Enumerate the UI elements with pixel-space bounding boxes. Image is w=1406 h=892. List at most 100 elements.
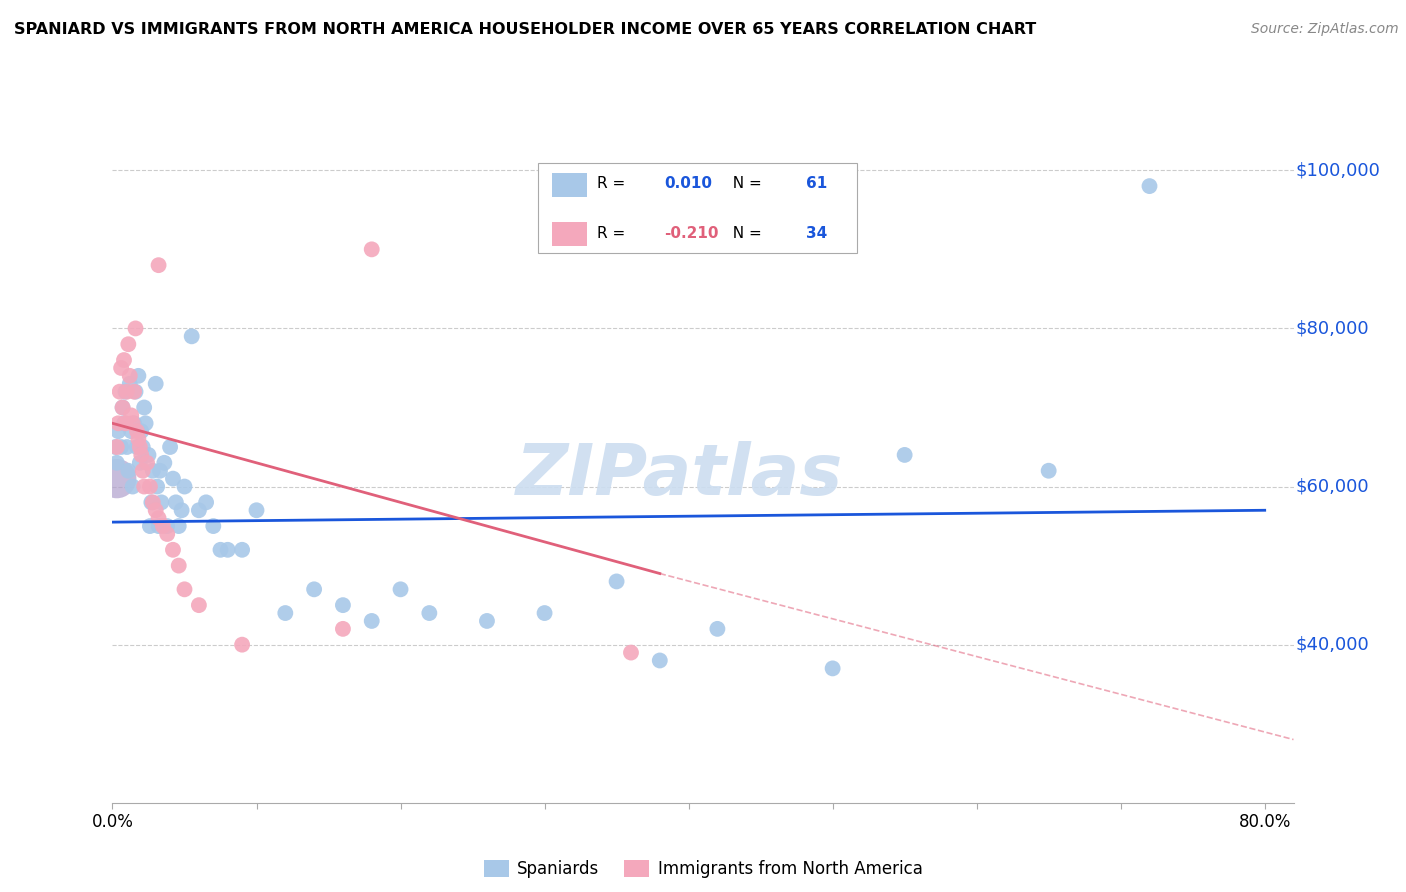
Point bbox=[138, 448, 160, 462]
Point bbox=[170, 503, 193, 517]
Point bbox=[111, 401, 134, 415]
Point bbox=[156, 519, 179, 533]
Point bbox=[274, 606, 297, 620]
Text: N =: N = bbox=[723, 227, 766, 241]
Point bbox=[112, 353, 135, 368]
Point bbox=[114, 384, 136, 399]
Point bbox=[533, 606, 555, 620]
Point bbox=[620, 646, 643, 660]
Point bbox=[127, 368, 149, 383]
Point bbox=[153, 456, 176, 470]
Point bbox=[180, 329, 202, 343]
Point bbox=[187, 598, 209, 612]
Point bbox=[105, 472, 128, 486]
Point bbox=[134, 401, 156, 415]
Point bbox=[606, 574, 628, 589]
Point bbox=[114, 417, 136, 431]
Point bbox=[108, 384, 131, 399]
Text: 34: 34 bbox=[806, 227, 827, 241]
Point bbox=[302, 582, 325, 597]
Point bbox=[187, 503, 209, 517]
Point bbox=[111, 401, 134, 415]
Point bbox=[162, 472, 184, 486]
Text: R =: R = bbox=[596, 227, 630, 241]
Text: Source: ZipAtlas.com: Source: ZipAtlas.com bbox=[1251, 22, 1399, 37]
Point bbox=[1139, 179, 1161, 194]
Point bbox=[648, 653, 671, 667]
Point bbox=[332, 622, 354, 636]
Point bbox=[217, 542, 239, 557]
Point bbox=[159, 440, 181, 454]
Point bbox=[121, 417, 143, 431]
Point bbox=[128, 440, 150, 454]
Point bbox=[120, 424, 142, 438]
Point bbox=[124, 384, 146, 399]
Point bbox=[132, 464, 155, 478]
Point bbox=[118, 376, 141, 391]
Point bbox=[105, 440, 128, 454]
Point bbox=[821, 661, 844, 675]
Point bbox=[107, 417, 129, 431]
Point bbox=[150, 495, 173, 509]
Point bbox=[139, 479, 162, 493]
FancyBboxPatch shape bbox=[551, 173, 588, 197]
Point bbox=[148, 258, 170, 272]
Point bbox=[173, 479, 195, 493]
Point bbox=[115, 440, 138, 454]
Text: 61: 61 bbox=[806, 176, 827, 191]
Point bbox=[202, 519, 225, 533]
Point bbox=[128, 456, 150, 470]
Text: SPANIARD VS IMMIGRANTS FROM NORTH AMERICA HOUSEHOLDER INCOME OVER 65 YEARS CORRE: SPANIARD VS IMMIGRANTS FROM NORTH AMERIC… bbox=[14, 22, 1036, 37]
Point bbox=[122, 384, 145, 399]
Text: $80,000: $80,000 bbox=[1296, 319, 1369, 337]
Point bbox=[231, 542, 253, 557]
Point bbox=[149, 464, 172, 478]
Point bbox=[152, 519, 174, 533]
Point bbox=[195, 495, 218, 509]
Point bbox=[148, 511, 170, 525]
Point bbox=[231, 638, 253, 652]
Text: 0.010: 0.010 bbox=[664, 176, 711, 191]
Point bbox=[209, 542, 232, 557]
Point bbox=[134, 479, 156, 493]
Text: $60,000: $60,000 bbox=[1296, 477, 1369, 496]
Point bbox=[110, 440, 132, 454]
Point bbox=[125, 440, 148, 454]
Point bbox=[173, 582, 195, 597]
Point bbox=[418, 606, 440, 620]
Text: -0.210: -0.210 bbox=[664, 227, 718, 241]
Point bbox=[893, 448, 915, 462]
Point bbox=[389, 582, 412, 597]
Point bbox=[1038, 464, 1060, 478]
Point bbox=[124, 321, 146, 335]
Point bbox=[129, 424, 152, 438]
Point bbox=[141, 495, 163, 509]
Point bbox=[145, 376, 167, 391]
Point bbox=[245, 503, 267, 517]
Point bbox=[110, 361, 132, 376]
Legend: Spaniards, Immigrants from North America: Spaniards, Immigrants from North America bbox=[477, 854, 929, 885]
Point bbox=[121, 479, 143, 493]
Point bbox=[127, 432, 149, 446]
Point bbox=[142, 495, 165, 509]
Point bbox=[117, 337, 139, 351]
Point bbox=[475, 614, 498, 628]
Point bbox=[360, 614, 382, 628]
Point bbox=[142, 464, 165, 478]
Point bbox=[156, 527, 179, 541]
Text: R =: R = bbox=[596, 176, 630, 191]
Point bbox=[332, 598, 354, 612]
Point bbox=[129, 448, 152, 462]
Point bbox=[107, 424, 129, 438]
Point bbox=[162, 542, 184, 557]
Point bbox=[167, 519, 190, 533]
FancyBboxPatch shape bbox=[537, 162, 856, 253]
Point bbox=[105, 456, 128, 470]
Text: $100,000: $100,000 bbox=[1296, 161, 1381, 179]
Point bbox=[122, 417, 145, 431]
Point bbox=[125, 424, 148, 438]
Point bbox=[167, 558, 190, 573]
Point bbox=[135, 417, 157, 431]
Point bbox=[104, 440, 127, 454]
FancyBboxPatch shape bbox=[551, 222, 588, 246]
